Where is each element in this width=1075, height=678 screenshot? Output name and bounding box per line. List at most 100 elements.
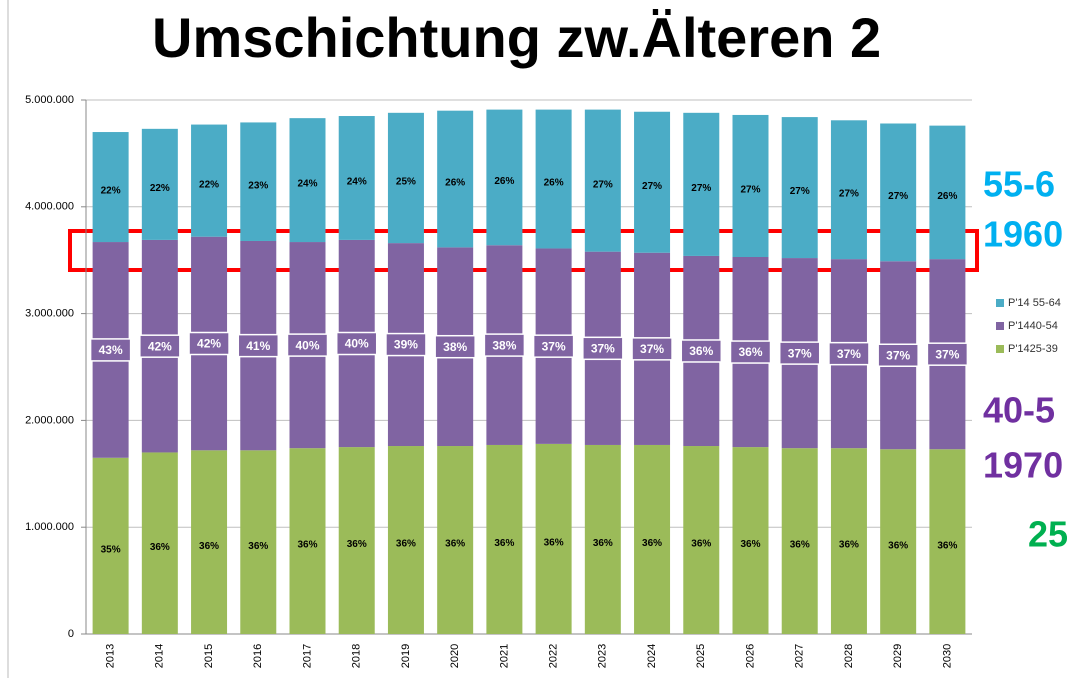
bar-segment — [584, 444, 621, 634]
y-tick-label: 2.000.000 — [25, 414, 74, 426]
label-box — [877, 343, 919, 368]
data-label: 36% — [642, 538, 662, 549]
data-label: 27% — [593, 179, 613, 190]
bar-segment — [535, 109, 572, 249]
bar-segment — [141, 452, 178, 634]
data-label: 38% — [443, 340, 467, 354]
legend-label: P'14 55-64 — [1008, 297, 1061, 309]
data-label: 27% — [642, 181, 662, 192]
bar-segment — [289, 448, 326, 634]
data-label: 36% — [297, 540, 317, 551]
data-label: 36% — [248, 541, 268, 552]
data-label: 36% — [888, 540, 908, 551]
label-box — [680, 339, 723, 363]
bar-segment — [338, 116, 375, 240]
data-label: 23% — [248, 180, 268, 191]
label-box — [237, 333, 280, 358]
data-label: 37% — [542, 339, 566, 353]
data-label: 27% — [740, 185, 760, 196]
bar-segment — [880, 449, 917, 634]
data-label: 36% — [689, 344, 713, 358]
label-box — [335, 331, 378, 356]
bar-segment — [781, 448, 818, 634]
data-label: 37% — [935, 347, 959, 361]
bar-segment — [683, 112, 720, 256]
annotation: 55-6 — [983, 164, 1055, 205]
bar-segment — [830, 448, 867, 634]
data-label: 27% — [839, 188, 859, 199]
data-label: 39% — [394, 338, 418, 352]
data-label: 36% — [396, 539, 416, 550]
bar-segment — [191, 124, 228, 237]
bar-segment — [634, 444, 671, 634]
x-tick-label: 2018 — [351, 644, 363, 668]
chart-title: Umschichtung zw.Älteren 2 — [152, 6, 881, 69]
label-box — [483, 333, 526, 357]
data-label: 22% — [101, 186, 121, 197]
bar-segment — [289, 118, 326, 243]
data-label: 24% — [297, 179, 317, 190]
annotation: 40-5 — [983, 390, 1055, 431]
bar-segment — [92, 457, 129, 634]
data-label: 36% — [199, 541, 219, 552]
x-tick-label: 2020 — [449, 644, 461, 668]
data-label: 26% — [544, 178, 564, 189]
x-tick-label: 2028 — [843, 644, 855, 668]
data-label: 36% — [494, 538, 514, 549]
annotation: 1960 — [983, 214, 1063, 255]
data-label: 37% — [837, 347, 861, 361]
bar-segment — [387, 446, 424, 634]
data-label: 43% — [99, 343, 123, 357]
bar-segment — [437, 110, 474, 248]
data-label: 22% — [199, 179, 219, 190]
data-label: 40% — [295, 338, 319, 352]
data-label: 40% — [345, 337, 369, 351]
bar-segment — [191, 450, 228, 634]
bar-segment — [880, 123, 917, 262]
x-tick-label: 2013 — [105, 644, 117, 668]
y-tick-label: 0 — [68, 628, 74, 640]
bar-segment — [486, 444, 523, 634]
x-tick-label: 2026 — [744, 644, 756, 668]
data-label: 26% — [445, 178, 465, 189]
data-label: 36% — [937, 540, 957, 551]
data-label: 27% — [691, 183, 711, 194]
x-tick-label: 2025 — [695, 644, 707, 668]
bar-segment — [683, 446, 720, 634]
data-label: 38% — [492, 338, 516, 352]
x-tick-label: 2014 — [154, 644, 166, 668]
data-label: 42% — [197, 337, 221, 351]
bar-segment — [486, 109, 523, 246]
x-tick-label: 2024 — [646, 644, 658, 668]
legend-swatch — [996, 322, 1004, 330]
bar-segment — [732, 447, 769, 634]
legend-swatch — [996, 299, 1004, 307]
data-label: 36% — [740, 539, 760, 550]
bar-segment — [141, 128, 178, 240]
data-label: 25% — [396, 177, 416, 188]
x-tick-label: 2015 — [203, 644, 215, 668]
x-tick-label: 2029 — [892, 644, 904, 668]
bar-segment — [929, 125, 966, 260]
y-tick-label: 5.000.000 — [25, 94, 74, 106]
data-label: 36% — [150, 542, 170, 553]
data-label: 37% — [591, 341, 615, 355]
bar-segment — [387, 112, 424, 244]
highlight-box — [68, 229, 979, 272]
data-label: 26% — [494, 176, 514, 187]
data-label: 22% — [150, 183, 170, 194]
data-label: 37% — [886, 348, 910, 362]
bar-segment — [781, 117, 818, 259]
bar-segment — [634, 111, 671, 253]
bar-segment — [584, 109, 621, 252]
bar-segment — [830, 120, 867, 260]
data-label: 36% — [593, 538, 613, 549]
bar-segment — [240, 122, 277, 241]
x-tick-label: 2019 — [400, 644, 412, 668]
data-label: 41% — [246, 339, 270, 353]
data-label: 35% — [101, 545, 121, 556]
y-tick-label: 1.000.000 — [25, 521, 74, 533]
label-box — [188, 331, 230, 356]
label-box — [778, 341, 821, 365]
